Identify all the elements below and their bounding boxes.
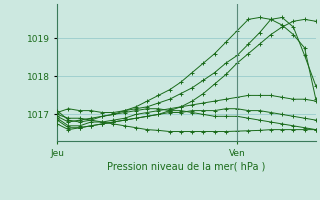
X-axis label: Pression niveau de la mer( hPa ): Pression niveau de la mer( hPa ): [107, 162, 266, 172]
